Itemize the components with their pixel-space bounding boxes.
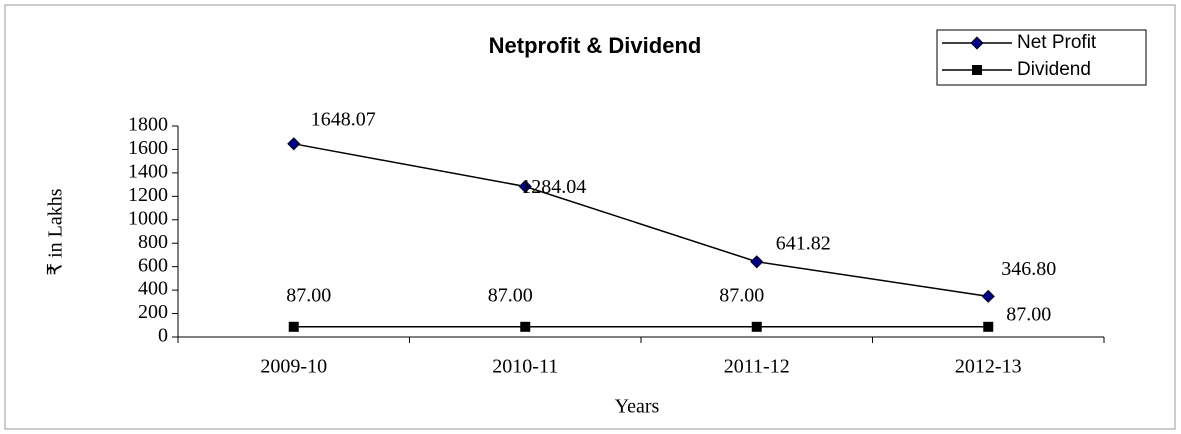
- y-tick-label: 1800: [128, 114, 168, 136]
- data-label: 87.00: [286, 284, 331, 306]
- y-tick-label: 0: [158, 325, 168, 347]
- x-tick-label: 2010-11: [492, 356, 558, 378]
- y-tick-label: 800: [138, 231, 168, 253]
- legend-label: Dividend: [1017, 59, 1091, 80]
- x-tick-label: 2012-13: [955, 356, 1022, 378]
- data-point: [750, 255, 764, 269]
- y-tick-label: 1400: [128, 160, 168, 182]
- legend-marker: [972, 65, 982, 75]
- legend-label: Net Profit: [1017, 32, 1097, 53]
- data-point: [287, 137, 301, 151]
- data-label: 1284.04: [521, 176, 586, 198]
- legend-box: [936, 29, 1147, 86]
- x-tick-label: 2009-10: [260, 356, 327, 378]
- x-axis-label: Years: [615, 396, 660, 418]
- series-line: [293, 143, 989, 298]
- legend-marker: [970, 36, 984, 50]
- y-tick-label: 1600: [128, 137, 168, 159]
- data-label: 87.00: [1006, 303, 1051, 325]
- data-point: [981, 289, 995, 303]
- data-point: [751, 321, 762, 332]
- y-tick-label: 200: [138, 301, 168, 323]
- data-point: [518, 179, 532, 194]
- chart-title: Netprofit & Dividend: [489, 33, 702, 58]
- y-tick-label: 600: [138, 254, 168, 276]
- data-point: [983, 321, 994, 332]
- y-axis-label: ₹ in Lakhs: [45, 188, 67, 275]
- y-tick-label: 1200: [128, 184, 168, 206]
- data-label: 87.00: [719, 284, 764, 306]
- data-label: 87.00: [488, 284, 533, 306]
- data-label: 641.82: [776, 232, 831, 254]
- y-tick-label: 1000: [128, 207, 168, 229]
- data-label: 346.80: [1001, 258, 1056, 280]
- data-point: [520, 321, 531, 332]
- y-tick-label: 400: [138, 278, 168, 300]
- data-label: 1648.07: [311, 108, 376, 130]
- x-tick-label: 2011-12: [724, 356, 790, 378]
- data-point: [288, 321, 299, 332]
